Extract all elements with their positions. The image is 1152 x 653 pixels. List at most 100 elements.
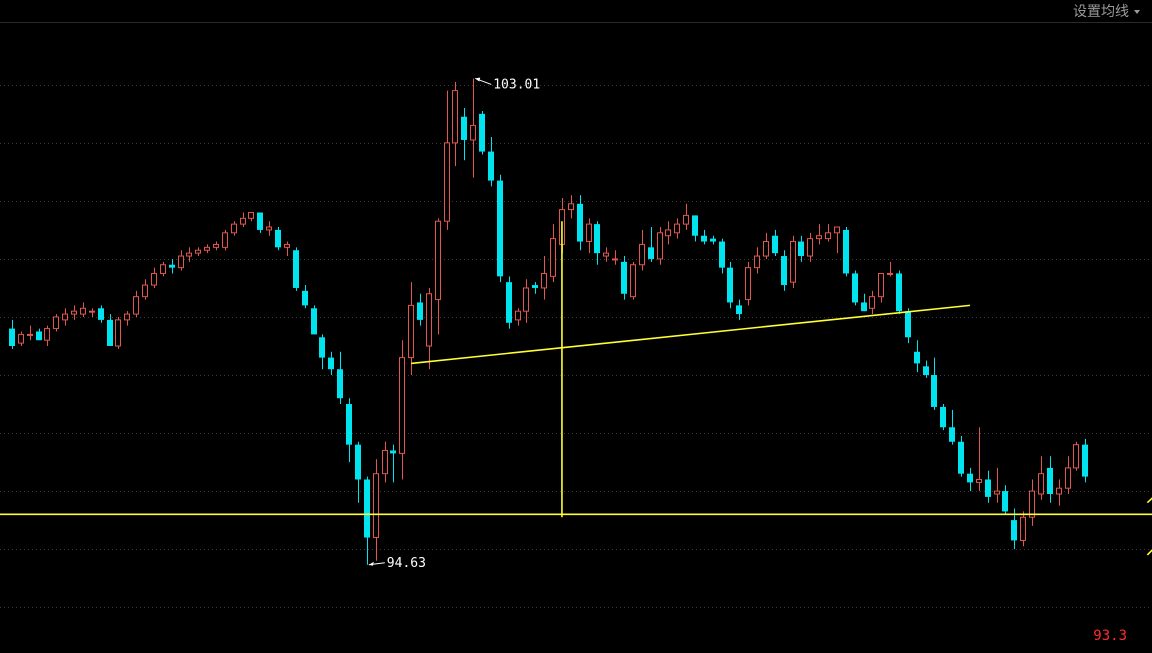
candle-body-29[interactable]: [266, 226, 272, 231]
candle-body-86[interactable]: [772, 235, 778, 254]
candle-body-58[interactable]: [523, 287, 529, 312]
candle-body-66[interactable]: [594, 224, 600, 254]
candle-body-70[interactable]: [630, 264, 636, 298]
candle-body-27[interactable]: [248, 212, 254, 219]
candle-body-39[interactable]: [355, 444, 361, 480]
candle-body-7[interactable]: [71, 310, 77, 315]
candle-body-85[interactable]: [763, 241, 769, 257]
candle-body-87[interactable]: [781, 256, 787, 286]
candle-body-25[interactable]: [231, 223, 237, 234]
candle-body-64[interactable]: [577, 203, 583, 242]
candle-body-5[interactable]: [53, 316, 59, 330]
candle-body-34[interactable]: [311, 308, 317, 335]
candle-body-106[interactable]: [949, 427, 955, 442]
candle-body-9[interactable]: [89, 310, 95, 313]
candle-body-16[interactable]: [151, 272, 157, 286]
candle-body-78[interactable]: [701, 235, 707, 242]
candle-body-33[interactable]: [302, 290, 308, 306]
candle-body-118[interactable]: [1056, 487, 1062, 495]
candle-body-15[interactable]: [142, 284, 148, 298]
candle-body-41[interactable]: [373, 473, 379, 539]
candle-body-67[interactable]: [603, 252, 609, 257]
candle-body-82[interactable]: [736, 305, 742, 315]
candle-body-73[interactable]: [657, 232, 663, 260]
candle-body-8[interactable]: [80, 307, 86, 315]
candle-body-121[interactable]: [1082, 444, 1088, 477]
candle-body-17[interactable]: [160, 264, 166, 274]
candle-body-46[interactable]: [417, 302, 423, 320]
candle-body-109[interactable]: [976, 478, 982, 483]
candle-body-42[interactable]: [382, 449, 388, 475]
candle-body-80[interactable]: [719, 241, 725, 268]
candle-body-84[interactable]: [754, 255, 760, 269]
candle-body-52[interactable]: [470, 124, 476, 141]
candle-body-107[interactable]: [958, 441, 964, 474]
candle-body-69[interactable]: [621, 261, 627, 294]
candle-body-47[interactable]: [426, 293, 432, 347]
candle-body-115[interactable]: [1029, 490, 1035, 518]
candle-body-95[interactable]: [852, 273, 858, 303]
candle-body-108[interactable]: [967, 473, 973, 483]
candle-body-116[interactable]: [1038, 473, 1044, 495]
candle-body-20[interactable]: [186, 252, 192, 257]
candle-body-3[interactable]: [36, 331, 42, 341]
candle-body-79[interactable]: [710, 238, 716, 242]
candle-body-55[interactable]: [497, 180, 503, 277]
candle-body-31[interactable]: [284, 243, 290, 248]
candle-body-26[interactable]: [240, 217, 246, 225]
candle-body-75[interactable]: [674, 223, 680, 234]
candle-body-37[interactable]: [337, 369, 343, 399]
candle-body-61[interactable]: [550, 238, 556, 277]
candle-body-65[interactable]: [586, 223, 592, 243]
candle-body-98[interactable]: [878, 272, 884, 298]
candle-body-68[interactable]: [612, 258, 618, 261]
candle-body-77[interactable]: [692, 215, 698, 236]
candle-body-54[interactable]: [488, 151, 494, 181]
candle-body-103[interactable]: [923, 366, 929, 376]
candle-body-11[interactable]: [107, 319, 113, 346]
candle-body-104[interactable]: [931, 375, 937, 407]
candle-body-76[interactable]: [683, 214, 689, 225]
candle-body-74[interactable]: [665, 229, 671, 237]
candle-body-40[interactable]: [364, 479, 370, 538]
candle-body-71[interactable]: [639, 243, 645, 266]
candle-body-114[interactable]: [1020, 516, 1026, 541]
candle-body-93[interactable]: [834, 226, 840, 234]
candle-body-60[interactable]: [541, 272, 547, 289]
candle-body-0[interactable]: [9, 328, 15, 346]
candle-body-4[interactable]: [44, 328, 50, 341]
candle-body-30[interactable]: [275, 229, 281, 248]
candle-body-50[interactable]: [452, 90, 458, 144]
candle-body-119[interactable]: [1065, 467, 1071, 489]
candle-body-21[interactable]: [195, 249, 201, 254]
candle-body-36[interactable]: [328, 357, 334, 370]
candle-body-44[interactable]: [399, 357, 405, 454]
candle-body-35[interactable]: [319, 337, 325, 358]
candle-body-24[interactable]: [222, 232, 228, 248]
candle-body-94[interactable]: [843, 229, 849, 274]
candle-body-1[interactable]: [18, 333, 24, 344]
candle-body-56[interactable]: [506, 282, 512, 323]
candle-body-10[interactable]: [98, 308, 104, 320]
candle-body-101[interactable]: [905, 311, 911, 338]
candle-body-112[interactable]: [1002, 491, 1008, 512]
candle-body-53[interactable]: [479, 113, 485, 152]
candle-body-63[interactable]: [568, 203, 574, 211]
candle-body-32[interactable]: [293, 250, 299, 288]
candle-body-88[interactable]: [790, 241, 796, 283]
candle-body-19[interactable]: [178, 255, 184, 269]
candle-body-91[interactable]: [816, 235, 822, 240]
neckline[interactable]: [411, 304, 971, 365]
candle-body-83[interactable]: [745, 267, 751, 301]
candle-body-113[interactable]: [1011, 520, 1017, 541]
candle-body-99[interactable]: [887, 272, 893, 275]
candle-body-6[interactable]: [62, 313, 68, 321]
candle-body-59[interactable]: [532, 285, 538, 288]
candle-body-102[interactable]: [914, 351, 920, 364]
candle-body-81[interactable]: [727, 267, 733, 303]
candle-body-111[interactable]: [994, 490, 1000, 495]
candle-body-90[interactable]: [807, 238, 813, 257]
candle-body-72[interactable]: [648, 247, 654, 259]
